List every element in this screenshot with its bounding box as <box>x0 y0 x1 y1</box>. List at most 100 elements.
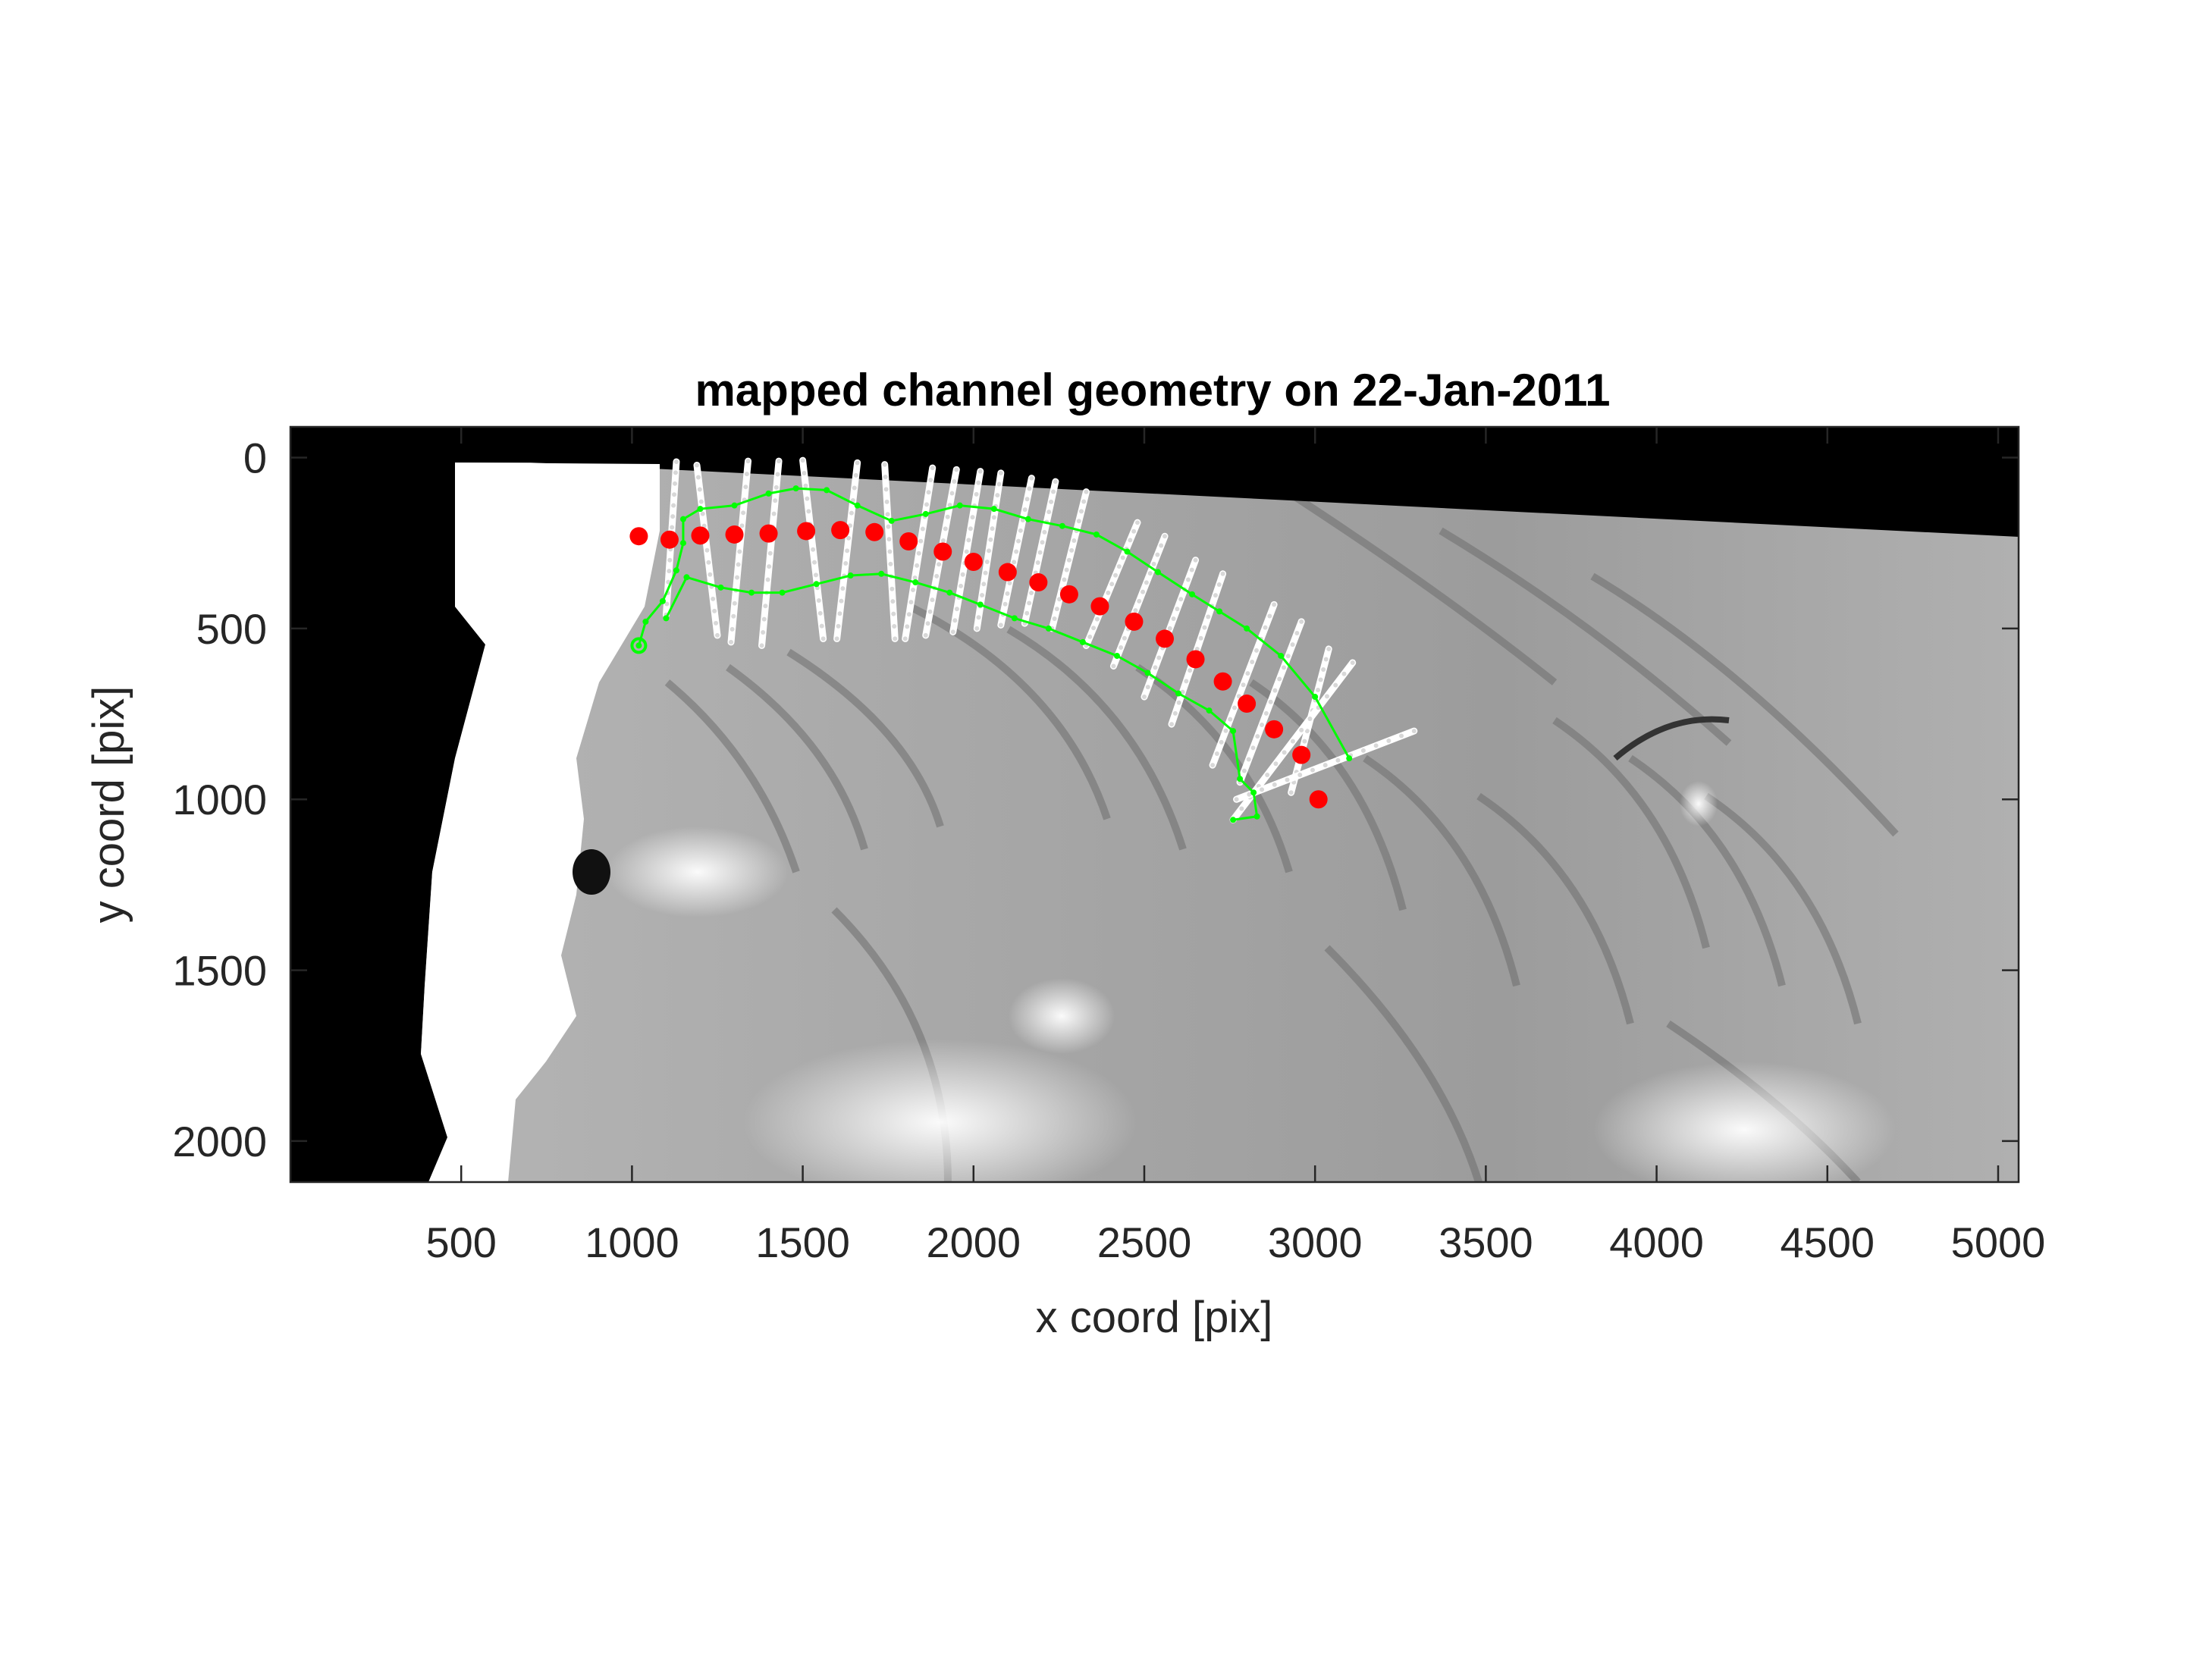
channel-edge-point <box>659 597 666 604</box>
transect-marker <box>1239 806 1244 811</box>
channel-edge-point <box>673 567 679 574</box>
transect-marker <box>970 515 975 520</box>
y-axis: 0 500 1000 1500 2000 <box>172 434 2019 1165</box>
transect-marker <box>1273 761 1279 767</box>
transect-marker <box>949 491 955 496</box>
transect-marker <box>1213 593 1218 598</box>
transect-marker <box>1247 792 1252 797</box>
transect-marker <box>700 511 705 516</box>
channel-edge-point <box>663 615 670 622</box>
channel-edge-point <box>977 601 984 608</box>
transect-marker <box>927 609 933 614</box>
transect-marker <box>1134 520 1140 525</box>
centerline-point <box>865 522 884 541</box>
transect-marker <box>1094 616 1100 622</box>
channel-edge-point <box>1124 548 1131 555</box>
transect-marker <box>954 607 959 612</box>
transect-marker <box>767 550 773 556</box>
channel-edge-point <box>854 502 861 509</box>
transect-marker <box>731 613 736 619</box>
transect-marker <box>1290 642 1295 648</box>
x-tick-label: 4000 <box>1609 1218 1704 1266</box>
transect-marker <box>977 469 983 474</box>
transect-marker <box>672 492 677 497</box>
transect-marker <box>1027 601 1032 606</box>
centerline-point <box>1186 650 1205 669</box>
channel-edge-point <box>748 589 755 596</box>
transect-marker <box>666 579 671 585</box>
transect-marker <box>1116 564 1122 569</box>
transect-marker <box>667 557 673 563</box>
transect-marker <box>1052 616 1057 622</box>
transect-marker <box>1206 614 1211 619</box>
transect-marker <box>671 503 676 508</box>
transect-marker <box>1002 601 1008 607</box>
transect-marker <box>905 624 910 629</box>
transect-marker <box>845 548 850 554</box>
transect-marker <box>846 535 852 541</box>
channel-edge-point <box>1278 652 1285 659</box>
transect-marker <box>765 577 770 582</box>
transect-marker <box>1087 634 1093 639</box>
bright-area-2 <box>743 1039 1137 1182</box>
centerline-point <box>1238 695 1257 713</box>
transect-marker <box>1255 734 1260 739</box>
transect-marker <box>1260 723 1265 728</box>
transect-marker <box>1184 679 1189 684</box>
transect-marker <box>1106 590 1111 595</box>
transect-marker <box>1253 648 1259 653</box>
transect-marker <box>1297 773 1303 778</box>
transect-marker <box>1399 733 1404 739</box>
transect-marker <box>934 573 940 579</box>
transect-marker <box>888 561 893 566</box>
transect-marker <box>1282 665 1287 670</box>
transect-marker <box>1307 717 1313 722</box>
transect-marker <box>741 510 746 516</box>
transect-marker <box>890 586 895 591</box>
channel-edge-point <box>824 487 830 494</box>
transect-marker <box>819 623 824 629</box>
transect-marker <box>1302 739 1307 744</box>
transect-marker <box>998 623 1003 628</box>
transect-marker <box>1245 671 1250 676</box>
channel-edge-point <box>946 589 953 596</box>
centerline-point <box>899 532 918 550</box>
transect-marker <box>1040 540 1045 545</box>
transect-marker <box>1018 528 1023 533</box>
transect-marker <box>698 499 704 504</box>
transect-marker <box>1120 555 1125 560</box>
transect-marker <box>1294 631 1300 636</box>
transect-marker <box>1299 619 1304 624</box>
transect-marker <box>1024 497 1030 502</box>
centerline-point <box>660 530 679 549</box>
channel-edge-point <box>1244 625 1250 632</box>
transect-marker <box>1053 479 1058 485</box>
channel-edge-point <box>1230 817 1237 823</box>
transect-marker <box>673 470 678 475</box>
transect-marker <box>883 474 888 479</box>
transect-marker <box>849 510 854 516</box>
transect-marker <box>1223 728 1228 733</box>
transect-marker <box>1360 748 1366 753</box>
transect-marker <box>761 630 766 635</box>
transect-marker <box>991 515 996 520</box>
no-data-left <box>290 427 485 1182</box>
transect-marker <box>1145 685 1150 690</box>
transect-marker <box>714 632 720 638</box>
channel-edge-point <box>1093 531 1100 538</box>
transect-marker <box>1027 486 1032 491</box>
bright-area-4 <box>1680 781 1718 826</box>
background-image <box>290 427 2019 1182</box>
transect-marker <box>908 600 914 605</box>
transect-marker <box>940 538 946 544</box>
channel-edge-point <box>1189 591 1196 597</box>
centerline-point <box>964 553 983 572</box>
transect-marker <box>1185 577 1191 582</box>
transect-marker <box>673 459 679 464</box>
channel-edge-point <box>683 574 690 581</box>
transect-marker <box>947 503 952 508</box>
transect-marker <box>1137 598 1142 604</box>
channel-edge-point <box>642 618 649 625</box>
channel-edge-point <box>1206 707 1213 714</box>
centerline-point <box>998 563 1017 582</box>
